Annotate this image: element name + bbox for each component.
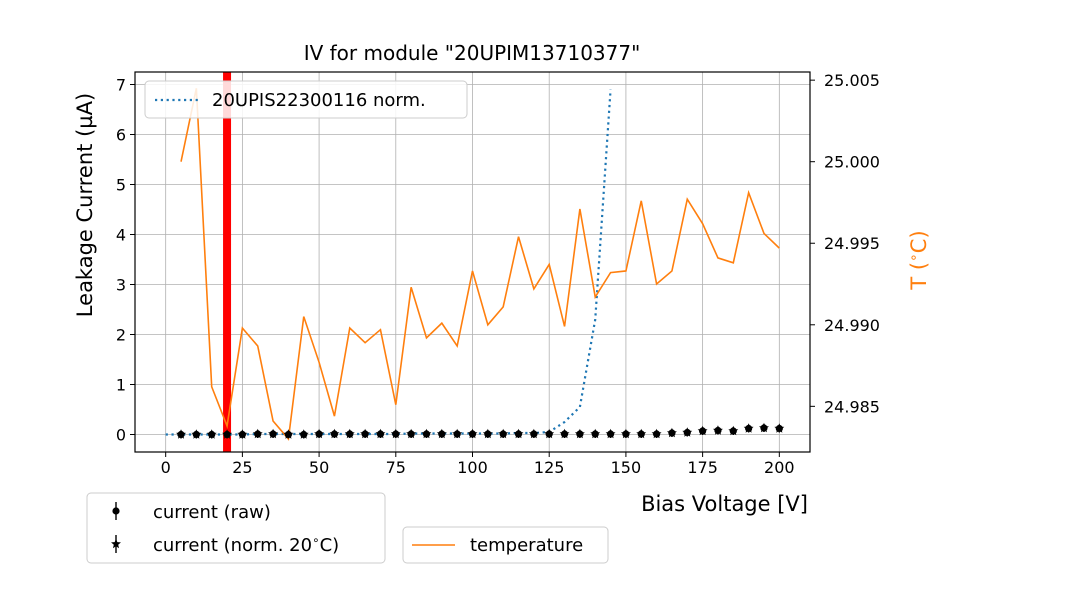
norm-current-point — [452, 428, 463, 439]
x-tick-label: 75 — [386, 458, 406, 477]
norm-current-point — [605, 428, 616, 439]
norm-current-point — [482, 428, 493, 439]
x-tick-label: 25 — [232, 458, 252, 477]
norm-current-point — [406, 428, 417, 439]
norm-current-point — [544, 428, 555, 439]
norm-current-point — [651, 428, 662, 439]
norm-current-point — [713, 425, 723, 435]
legend-reference: 20UPIS22300116 norm. — [144, 80, 468, 119]
legends: 20UPIS22300116 norm.current (raw)current… — [86, 80, 609, 564]
legend-temperature-label: temperature — [470, 535, 583, 556]
norm-current-point — [759, 422, 769, 433]
series-lines — [165, 72, 780, 452]
y-tick-label: 3 — [116, 276, 126, 295]
temperature-series-line — [180, 88, 780, 441]
norm-current-point — [774, 423, 785, 433]
legend-raw-swatch — [112, 507, 120, 515]
norm-current-point — [590, 428, 601, 439]
legend-raw-label: current (raw) — [153, 502, 271, 523]
x-tick-label: 100 — [457, 458, 488, 477]
legend-reference-box — [144, 80, 468, 119]
norm-current-point — [360, 428, 371, 439]
x-tick-label: 175 — [687, 458, 718, 477]
norm-current-point — [636, 428, 647, 439]
norm-current-point — [620, 428, 631, 439]
legend-norm-unit: C) — [320, 535, 340, 556]
norm-current-point — [743, 423, 754, 433]
chart-title: IV for module "20UPIM13710377" — [304, 41, 641, 65]
norm-current-point — [728, 425, 739, 436]
y2-tick-label: 24.985 — [824, 397, 880, 416]
y-tick-label: 1 — [116, 376, 126, 395]
legend-norm-text: current (norm. 20 — [153, 535, 312, 556]
axis-labels: IV for module "20UPIM13710377" Bias Volt… — [73, 41, 931, 516]
legend-norm-degree: ∘ — [312, 533, 320, 547]
norm-current-point — [252, 428, 263, 439]
norm-current-point — [206, 429, 217, 439]
norm-current-point — [666, 427, 677, 438]
legend-currents: current (raw) current (norm. 20∘C) — [86, 492, 386, 564]
series-markers — [176, 422, 785, 439]
norm-current-point — [314, 428, 325, 439]
y2-tick-label: 24.990 — [824, 316, 880, 335]
legend-currents-box — [86, 492, 386, 564]
legend-reference-label: 20UPIS22300116 norm. — [212, 90, 426, 111]
legend-temperature: temperature — [402, 526, 609, 564]
norm-current-point — [697, 425, 708, 436]
y-tick-label: 4 — [116, 226, 126, 245]
norm-current-point — [421, 428, 432, 439]
norm-current-point — [528, 428, 539, 439]
y2-label-degree: ∘ — [906, 253, 922, 262]
x-tick-label: 50 — [309, 458, 329, 477]
y-tick-label: 0 — [116, 426, 126, 445]
norm-current-point — [390, 428, 401, 439]
x-tick-label: 125 — [534, 458, 565, 477]
norm-current-point — [268, 428, 279, 439]
x-tick-label: 200 — [764, 458, 795, 477]
y-tick-label: 2 — [116, 326, 126, 345]
y-tick-label: 6 — [116, 126, 126, 145]
x-tick-label: 0 — [161, 458, 171, 477]
y2-label-unit: C) — [907, 230, 931, 253]
norm-current-point — [222, 429, 232, 439]
x-axis-label: Bias Voltage [V] — [641, 492, 808, 516]
y2-tick-label: 25.005 — [824, 71, 880, 90]
norm-current-point — [682, 427, 693, 437]
legend-norm-swatch — [111, 538, 121, 549]
norm-current-point — [329, 428, 340, 439]
axes: 0 25 50 75 100 125 150 175 200 0 1 2 3 4 5 6 7 24.985 24.9… — [116, 71, 880, 477]
legend-temperature-box — [402, 526, 609, 564]
norm-current-point — [559, 428, 570, 439]
legend-norm-label: current (norm. 20∘C) — [153, 533, 339, 556]
norm-current-point — [283, 429, 294, 439]
y2-axis-label: T (∘C) — [906, 230, 931, 290]
norm-current-point — [344, 428, 355, 439]
y2-label-t: T ( — [907, 262, 931, 291]
norm-current-point — [498, 428, 509, 439]
y2-tick-label: 25.000 — [824, 153, 880, 172]
x-tick-label: 150 — [611, 458, 642, 477]
norm-current-point — [298, 429, 309, 439]
y2-tick-label: 24.995 — [824, 234, 880, 253]
norm-current-point — [574, 428, 585, 439]
norm-current-point — [176, 429, 186, 439]
norm-current-point — [237, 429, 248, 439]
reference-series-line — [165, 89, 612, 436]
norm-current-point — [467, 428, 478, 439]
y-axis-label: Leakage Current (µA) — [73, 93, 97, 317]
y-tick-label: 7 — [116, 76, 126, 95]
norm-current-point — [375, 428, 386, 439]
norm-current-point — [513, 428, 524, 439]
norm-current-point — [191, 429, 202, 439]
norm-current-point — [436, 428, 447, 439]
y-tick-label: 5 — [116, 176, 126, 195]
